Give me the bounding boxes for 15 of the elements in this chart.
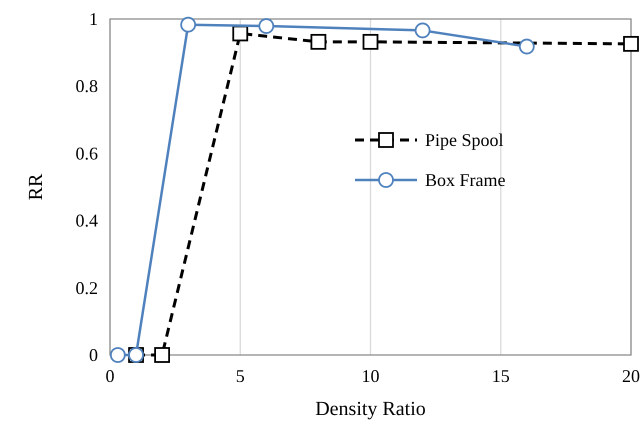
y-tick-label: 0.2 xyxy=(76,278,98,298)
x-tick-label: 0 xyxy=(106,366,114,386)
x-tick-label: 5 xyxy=(236,366,245,386)
y-tick-label: 0 xyxy=(89,345,98,365)
y-tick-label: 0.4 xyxy=(76,210,98,231)
y-tick-label: 0.8 xyxy=(76,76,98,96)
y-tick-label: 1 xyxy=(89,9,98,29)
legend-label: Box Frame xyxy=(425,170,506,190)
x-tick-label: 15 xyxy=(492,366,510,386)
x-tick-label: 10 xyxy=(362,366,380,386)
y-tick-label: 0.6 xyxy=(76,143,98,164)
y-axis-title: RR xyxy=(25,173,47,200)
legend-label: Pipe Spool xyxy=(425,130,504,150)
x-axis-title: Density Ratio xyxy=(315,398,426,420)
x-tick-label: 20 xyxy=(622,366,640,386)
